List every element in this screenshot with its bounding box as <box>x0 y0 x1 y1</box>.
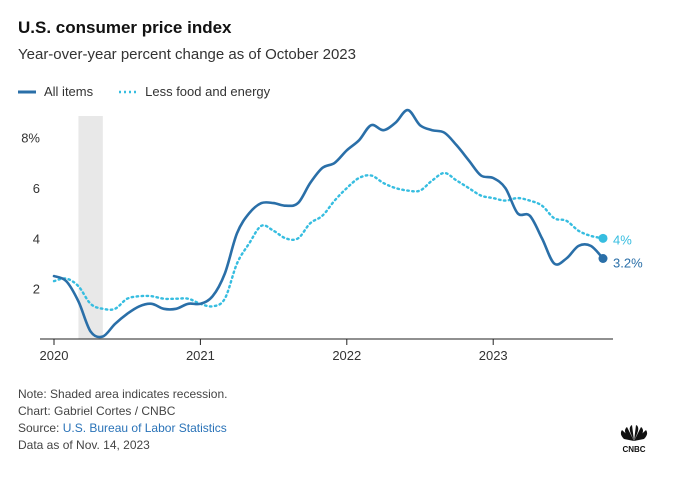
x-tick-label: 2023 <box>479 348 508 363</box>
end-label-all-items: 3.2% <box>613 255 643 270</box>
end-point-core <box>598 233 608 243</box>
x-tick-label: 2020 <box>40 348 69 363</box>
series-line-all-items <box>52 108 605 339</box>
y-tick-label: 2 <box>33 282 40 297</box>
legend-label-core: Less food and energy <box>145 84 271 99</box>
note-recession: Note: Shaded area indicates recession. <box>18 387 228 401</box>
x-tick-label: 2022 <box>332 348 361 363</box>
end-label-core: 4% <box>613 232 632 247</box>
chart-title: U.S. consumer price index <box>18 18 232 37</box>
source-link[interactable]: U.S. Bureau of Labor Statistics <box>62 421 227 435</box>
line-chart: 2 4 6 8% 2020 2021 2022 2023 4% 3.2% <box>21 108 643 363</box>
x-tick-label: 2021 <box>186 348 215 363</box>
source-line: Source: U.S. Bureau of Labor Statistics <box>18 420 227 437</box>
y-tick-label: 6 <box>33 181 40 196</box>
end-point-all-items <box>598 253 608 263</box>
legend-swatch-solid <box>18 90 36 93</box>
chart-notes: Note: Shaded area indicates recession. C… <box>18 386 227 454</box>
chart-subtitle: Year-over-year percent change as of Octo… <box>18 46 356 63</box>
source-prefix: Source: <box>18 421 63 435</box>
series-line-core <box>52 171 605 311</box>
legend: All items Less food and energy <box>18 84 296 99</box>
legend-swatch-dotted <box>119 90 138 93</box>
y-tick-label: 4 <box>33 231 40 246</box>
logo-text: CNBC <box>622 445 645 454</box>
legend-item-core: Less food and energy <box>119 84 270 99</box>
data-as-of: Data as of Nov. 14, 2023 <box>18 438 150 452</box>
legend-label-all-items: All items <box>44 84 94 99</box>
legend-item-all-items: All items <box>18 84 93 99</box>
y-tick-label: 8% <box>21 131 40 146</box>
cnbc-peacock-logo: CNBC <box>620 425 648 454</box>
chart-credit: Chart: Gabriel Cortes / CNBC <box>18 404 176 418</box>
recession-band <box>78 116 103 339</box>
